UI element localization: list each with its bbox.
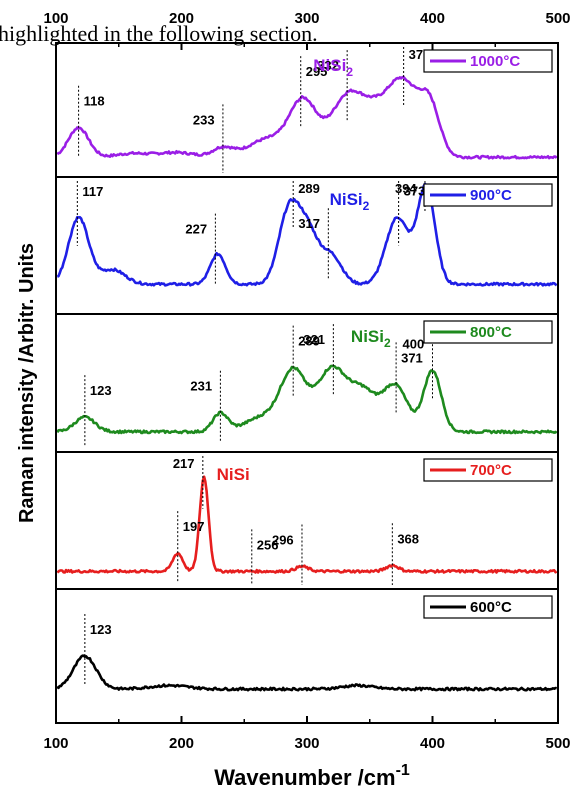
legend-label: 700°C <box>470 462 512 479</box>
peak-label: 123 <box>90 383 112 398</box>
phase-name: NiSi <box>313 56 346 75</box>
phase-name: NiSi <box>351 327 384 346</box>
peak-label: 123 <box>90 622 112 637</box>
spectrum-line <box>56 182 558 287</box>
peak-label: 400 <box>403 336 425 351</box>
peak-label: 371 <box>401 350 423 365</box>
spectrum-line <box>56 475 558 574</box>
x-tick-label: 500 <box>545 735 570 752</box>
peak-label: 321 <box>303 332 325 347</box>
legend-label: 800°C <box>470 324 512 341</box>
legend-label: 1000°C <box>470 53 520 70</box>
x-tick-label-top: 300 <box>294 10 319 27</box>
spectrum-line <box>56 654 558 692</box>
peak-label: 231 <box>190 379 212 394</box>
peak-label: 317 <box>298 216 320 231</box>
peak-label: 368 <box>397 531 419 546</box>
peak-label: 332 <box>317 58 339 73</box>
x-tick-label: 300 <box>294 735 319 752</box>
phase-label: NiSi2 <box>351 327 391 350</box>
peak-label: 217 <box>173 456 195 471</box>
phase-name: NiSi <box>330 190 363 209</box>
x-tick-label: 100 <box>43 735 68 752</box>
peak-label: 227 <box>185 222 207 237</box>
overlay-document-text: highlighted in the following section. <box>0 21 318 46</box>
peak-label: 117 <box>82 184 103 199</box>
phase-subscript: 2 <box>384 336 391 350</box>
y-axis-title: Raman intensity /Arbitr. Units <box>16 243 38 523</box>
x-tick-label-top: 500 <box>545 10 570 27</box>
phase-label: NiSi2 <box>313 56 353 79</box>
peak-label: 394 <box>395 181 417 196</box>
peak-label: 289 <box>298 181 320 196</box>
phase-subscript: 2 <box>363 199 370 213</box>
x-axis-title: Wavenumber /cm-1 <box>214 762 410 790</box>
legend-box <box>423 49 553 73</box>
legend-box <box>423 183 553 207</box>
peak-label: 296 <box>272 532 294 547</box>
phase-subscript: 2 <box>346 65 353 79</box>
x-tick-label-top: 200 <box>169 10 194 27</box>
legend-box <box>423 320 553 344</box>
chart-panels: 118233295332377NiSi21000°C11722728931737… <box>56 47 558 692</box>
legend-label: 900°C <box>470 187 512 204</box>
spectrum-line <box>56 75 558 160</box>
x-axis-title-superscript: -1 <box>396 762 410 779</box>
phase-name: NiSi <box>217 465 250 484</box>
legend-box <box>423 458 553 482</box>
phase-label: NiSi <box>217 465 250 484</box>
peak-label: 233 <box>193 112 215 127</box>
chart-axes: 100 100 200 200 300 300 400 400 500 500 Wavenumber… <box>16 10 571 790</box>
phase-label: NiSi2 <box>330 190 370 213</box>
peak-label: 118 <box>84 94 105 109</box>
panel-5: 123 600°C <box>56 595 558 692</box>
peak-label: 197 <box>183 519 205 534</box>
x-axis-title-main: Wavenumber /cm <box>214 765 395 790</box>
peak-label: 256 <box>257 537 279 552</box>
legend-box <box>423 595 553 619</box>
peak-label: 295 <box>306 64 328 79</box>
peak-label: 289 <box>298 334 320 349</box>
spectrum-line <box>56 364 558 435</box>
x-tick-label-top: 400 <box>420 10 445 27</box>
x-tick-label: 400 <box>420 735 445 752</box>
legend-label: 600°C <box>470 599 512 616</box>
x-tick-label: 200 <box>169 735 194 752</box>
peak-label: 373 <box>404 183 426 198</box>
x-tick-label-top: 100 <box>43 10 68 27</box>
